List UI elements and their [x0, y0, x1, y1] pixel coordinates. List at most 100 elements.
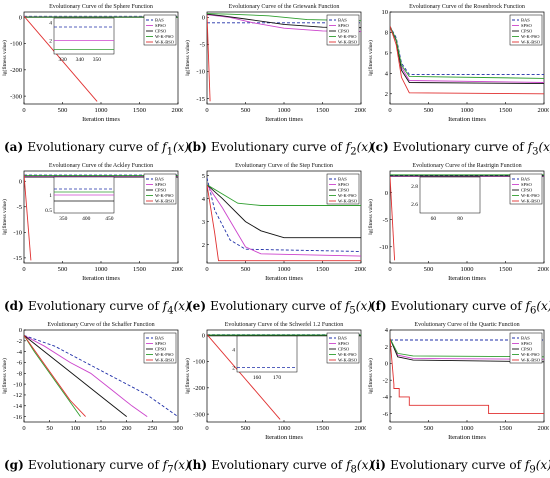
caption-arg: (x): [538, 140, 550, 154]
legend-entry: BAS: [521, 336, 530, 341]
legend-box: [509, 173, 543, 205]
y-tick-label: -15: [13, 255, 22, 262]
legend-entry: BAS: [521, 177, 530, 182]
x-tick-label: 1000: [278, 266, 291, 273]
inset-y-tick-label: 2.6: [411, 202, 418, 208]
series-line-spso: [207, 184, 361, 257]
caption-sub: 5: [349, 305, 356, 317]
y-axis-label: lg(fitness value): [1, 358, 8, 394]
caption-text: Evolutionary curve of: [390, 458, 525, 472]
y-tick-label: -2: [383, 377, 388, 384]
x-tick-label: 2000: [538, 425, 550, 432]
legend-entry: SPSO: [521, 341, 533, 346]
series-line-w-k-pso: [207, 13, 361, 22]
chart-panel-e: Evolutionary Curve of the Step Function 0…: [183, 159, 368, 299]
y-tick-label: 6: [385, 50, 389, 57]
series-line-w-k-pso: [390, 338, 544, 358]
legend-entry: SPSO: [521, 182, 533, 187]
chart-svg-i: Evolutionary Curve of the Quartic Functi…: [367, 321, 550, 441]
legend-entry: BAS: [155, 18, 164, 23]
legend-box: [326, 332, 360, 364]
chart-svg-d: Evolutionary Curve of the Ackley Functio…: [1, 162, 185, 282]
legend-box: [143, 14, 177, 46]
chart-panel-d: Evolutionary Curve of the Ackley Functio…: [0, 159, 185, 299]
caption-arg: (x): [173, 458, 190, 472]
series-line-w-k-bso: [390, 26, 544, 95]
series-line-cpso: [390, 338, 544, 363]
inset-x-tick-label: 350: [59, 216, 68, 222]
caption-text: Evolutionary curve of: [210, 140, 346, 154]
x-tick-label: 1500: [316, 266, 329, 273]
series-line-w-k-bso: [390, 338, 544, 415]
x-tick-label: 50: [46, 425, 53, 432]
x-tick-label: 0: [22, 107, 25, 114]
legend-entry: SPSO: [155, 182, 167, 187]
legend-entry: W-K-BSO: [155, 40, 175, 45]
legend-entry: SPSO: [338, 182, 350, 187]
legend-entry: CPSO: [338, 29, 350, 34]
inset-x-tick-label: 340: [76, 57, 85, 63]
caption-sub: 6: [529, 305, 537, 317]
x-axis-label: Iteration times: [265, 434, 303, 441]
caption-func: f: [346, 458, 351, 472]
y-axis-label: lg(fitness value): [367, 358, 374, 394]
caption-h: (h) Evolutionary curve of f8(x): [187, 458, 373, 475]
legend-entry: SPSO: [338, 23, 350, 28]
x-tick-label: 2000: [172, 107, 184, 114]
legend-entry: CPSO: [338, 347, 350, 352]
x-tick-label: 0: [388, 266, 391, 273]
series-line-cpso: [207, 184, 361, 239]
x-tick-label: 0: [388, 107, 391, 114]
legend-entry: W-K-BSO: [521, 358, 541, 363]
x-tick-label: 1000: [95, 266, 108, 273]
legend-entry: BAS: [338, 177, 347, 182]
y-tick-label: -10: [13, 230, 22, 237]
x-tick-label: 0: [205, 425, 208, 432]
chart-panel-f: Evolutionary Curve of the Rastrigin Func…: [366, 159, 550, 299]
x-tick-label: 0: [22, 425, 25, 432]
x-tick-label: 1000: [278, 425, 291, 432]
legend-entry: W-K-PSO: [338, 34, 357, 39]
x-tick-label: 150: [96, 425, 106, 432]
y-tick-label: 4: [385, 71, 389, 78]
x-tick-label: 2000: [538, 266, 550, 273]
legend-box: [143, 332, 177, 364]
series-line-cpso: [24, 335, 127, 417]
y-tick-label: -5: [383, 217, 388, 224]
legend-entry: W-K-PSO: [155, 352, 174, 357]
caption-func: f: [527, 140, 533, 154]
legend-entry: W-K-BSO: [338, 40, 358, 45]
caption-c: (c) Evolutionary curve of f3(x): [370, 140, 550, 157]
x-tick-label: 500: [241, 425, 251, 432]
inset-x-tick-label: 80: [457, 216, 463, 222]
caption-label: (i): [370, 458, 391, 472]
x-tick-label: 200: [122, 425, 132, 432]
y-tick-label: -300: [193, 411, 205, 418]
caption-arg: (x): [536, 299, 550, 313]
x-tick-label: 2000: [172, 266, 184, 273]
x-tick-label: 1500: [499, 425, 512, 432]
y-axis-label: lg(fitness value): [184, 40, 191, 76]
legend-entry: BAS: [155, 336, 164, 341]
legend-entry: W-K-BSO: [338, 199, 358, 204]
x-tick-label: 500: [241, 107, 251, 114]
legend-entry: BAS: [338, 336, 347, 341]
inset-x-tick-label: 400: [82, 216, 91, 222]
caption-label: (e): [187, 299, 211, 313]
caption-arg: (x): [535, 458, 550, 472]
caption-label: (d): [4, 299, 28, 313]
y-tick-label: 5: [202, 173, 205, 180]
y-tick-label: -100: [10, 41, 22, 48]
y-axis-label: lg(fitness value): [367, 40, 374, 76]
caption-sub: 7: [167, 464, 174, 476]
x-tick-label: 2000: [355, 425, 367, 432]
chart-svg-a: Evolutionary Curve of the Sphere Functio…: [1, 3, 185, 123]
legend-entry: W-K-BSO: [521, 199, 541, 204]
caption-func: f: [162, 458, 168, 472]
legend-entry: SPSO: [521, 23, 533, 28]
series-group: [390, 338, 544, 415]
caption-text: Evolutionary curve of: [27, 140, 163, 154]
legend-entry: SPSO: [155, 341, 167, 346]
y-tick-label: -100: [193, 359, 205, 366]
x-tick-label: 500: [241, 266, 251, 273]
